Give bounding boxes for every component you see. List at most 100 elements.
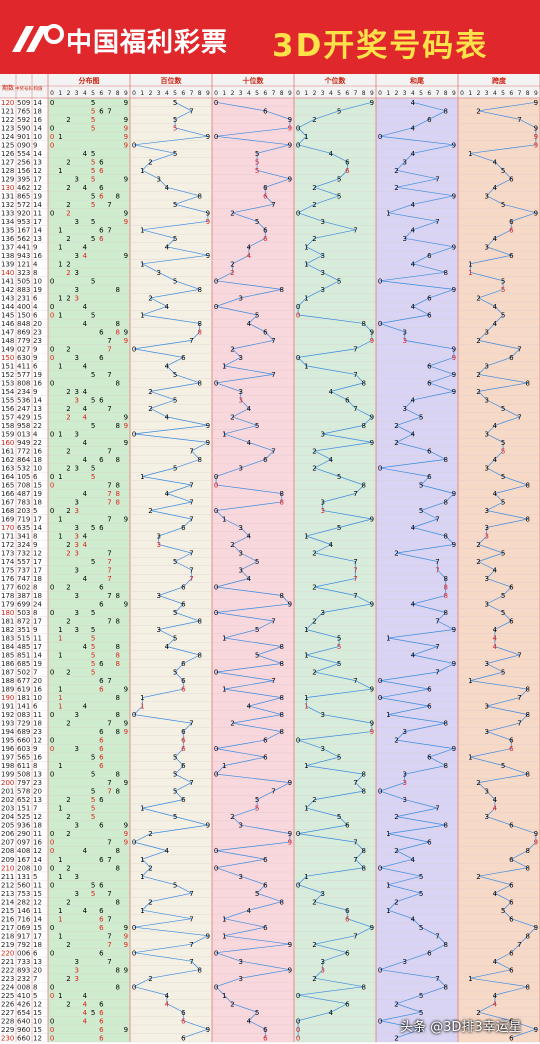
winning-number: 554 [17,150,31,158]
tens-mark: 4 [247,243,252,251]
distribution-mark: 7 [107,941,111,949]
issue-number: 163 [1,465,14,473]
hundreds-mark: 0 [132,345,136,353]
section-title-span: 跨度 [492,76,507,85]
ones-mark: 4 [329,456,334,464]
distribution-mark: 2 [66,669,70,677]
span-mark: 6 [509,881,514,889]
winning-number: 654 [17,1009,31,1017]
distribution-mark: 8 [115,380,119,388]
winning-number: 151 [17,805,30,813]
span-mark: 4 [493,796,498,804]
distribution-mark: 9 [124,218,128,226]
span-mark: 5 [501,592,505,600]
ones-mark: 5 [337,643,341,651]
hundreds-mark: 8 [197,328,201,336]
tens-mark: 4 [247,575,252,583]
tens-mark: 7 [271,448,275,456]
winning-number: 387 [17,592,30,600]
tens-mark: 4 [247,439,252,447]
sum-tail-mark: 6 [427,473,432,481]
ones-mark: 3 [320,507,324,515]
distribution-mark: 6 [99,949,104,957]
winning-number: 069 [17,924,30,932]
sum-tail-mark: 2 [394,898,398,906]
section-bg-sum_tail [376,98,458,1042]
distribution-mark: 8 [115,652,119,660]
distribution-mark: 9 [124,414,128,422]
ones-mark: 7 [353,779,357,787]
distribution-mark: 0 [50,949,54,957]
hundreds-mark: 8 [197,286,201,294]
winning-number: 737 [17,567,30,575]
distribution-mark: 2 [66,813,70,821]
span-mark: 6 [509,1017,514,1025]
section-bg-distribution [48,98,130,1042]
sum-value: 6 [33,294,38,302]
ones-mark: 2 [312,898,316,906]
distribution-mark: 5 [91,643,95,651]
issue-number: 131 [1,192,14,200]
winning-number: 410 [17,992,30,1000]
distribution-mark: 8 [115,456,119,464]
distribution-mark: 0 [50,141,54,149]
distribution-mark: 8 [115,864,119,872]
sum-value: 18 [33,822,42,830]
sum-tail-mark: 7 [435,175,439,183]
sum-tail-mark: 7 [435,805,439,813]
distribution-mark: 2 [66,898,70,906]
hundreds-mark: 0 [132,839,136,847]
winning-number: 505 [17,277,30,285]
tens-mark: 7 [271,201,275,209]
digit-header-tens: 7 [272,90,276,97]
distribution-mark: 9 [124,337,128,345]
issue-number: 198 [1,762,14,770]
tens-mark: 1 [222,762,226,770]
winning-number: 141 [17,703,30,711]
hundreds-mark: 2 [148,830,152,838]
span-mark: 1 [468,677,472,685]
hundreds-mark: 9 [206,932,210,940]
digit-header-ones: 5 [337,90,341,97]
span-mark: 6 [509,898,514,906]
sum-tail-mark: 1 [386,711,390,719]
sum-tail-mark: 0 [378,677,382,685]
hundreds-mark: 5 [173,150,177,158]
span-mark: 9 [534,209,538,217]
tens-mark: 3 [238,958,242,966]
sum-value: 7 [33,805,37,813]
sum-tail-mark: 9 [452,354,456,362]
digit-header-tens: 4 [247,90,251,97]
winning-number: 936 [17,822,31,830]
tens-mark: 6 [263,456,268,464]
hundreds-mark: 7 [189,941,193,949]
sum-tail-mark: 0 [378,277,382,285]
issue-number: 180 [1,609,14,617]
distribution-mark: 0 [50,771,54,779]
section-bg-hundreds [130,98,212,1042]
hundreds-mark: 5 [173,771,177,779]
winning-number: 719 [17,516,30,524]
sum-tail-mark: 8 [443,720,447,728]
distribution-mark: 5 [91,99,95,107]
tens-mark: 5 [255,796,259,804]
winning-number: 865 [17,192,30,200]
ones-mark: 7 [353,839,357,847]
issue-number: 157 [1,414,14,422]
hundreds-mark: 7 [189,337,193,345]
issue-number: 123 [1,124,14,132]
hundreds-mark: 5 [173,116,177,124]
sum-value: 14 [33,99,42,107]
digit-header-hundreds: 8 [198,90,202,97]
sum-value: 16 [33,116,42,124]
sum-tail-mark: 0 [378,1017,382,1025]
span-mark: 3 [484,465,488,473]
issue-number: 182 [1,626,14,634]
sum-tail-mark: 8 [443,941,447,949]
digit-header-span: 7 [518,90,522,97]
ones-mark: 6 [345,949,350,957]
ones-mark: 7 [353,405,357,413]
distribution-mark: 2 [66,116,70,124]
winning-number: 231 [17,294,30,302]
issue-number: 227 [1,1009,14,1017]
